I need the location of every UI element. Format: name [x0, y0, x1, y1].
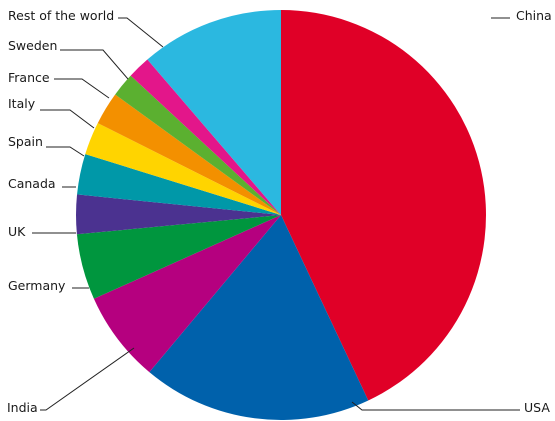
pie-slice-uk: [76, 194, 282, 235]
pie-slice-italy: [97, 94, 281, 215]
slice-label-china: China: [516, 8, 552, 23]
pie-slices: [76, 10, 486, 420]
leader-line-usa: [351, 401, 520, 411]
leader-line-india: [40, 347, 135, 411]
pie-slice-spain: [85, 123, 281, 215]
pie-slice-india: [93, 215, 282, 373]
slice-label-uk: UK: [8, 224, 26, 239]
slice-label-sweden: Sweden: [8, 38, 57, 53]
pie-slice-canada: [77, 154, 281, 215]
leader-line-rest-of-the-world: [118, 17, 164, 48]
slice-label-italy: Italy: [8, 96, 36, 111]
pie-slice-china: [281, 10, 486, 401]
leader-line-spain: [46, 146, 85, 157]
pie-slice-usa: [149, 215, 369, 420]
slice-label-germany: Germany: [8, 278, 66, 293]
slice-label-spain: Spain: [8, 134, 43, 149]
pie-slice-germany: [76, 215, 281, 299]
pie-slice-rest-of-the-world: [147, 10, 281, 215]
leader-line-sweden: [60, 49, 129, 80]
pie-slice-france: [115, 75, 282, 215]
slice-label-rest-of-the-world: Rest of the world: [8, 8, 114, 23]
slice-label-india: India: [7, 400, 38, 415]
leader-line-italy: [40, 109, 95, 129]
pie-slice-sweden: [130, 59, 281, 215]
leader-line-france: [54, 78, 110, 99]
leader-lines: [32, 17, 520, 411]
slice-label-canada: Canada: [8, 176, 56, 191]
slice-label-france: France: [8, 70, 50, 85]
slice-label-usa: USA: [524, 400, 550, 415]
slice-labels: China USA India Germany UK Canada Spain Italy Fr…: [7, 8, 552, 415]
